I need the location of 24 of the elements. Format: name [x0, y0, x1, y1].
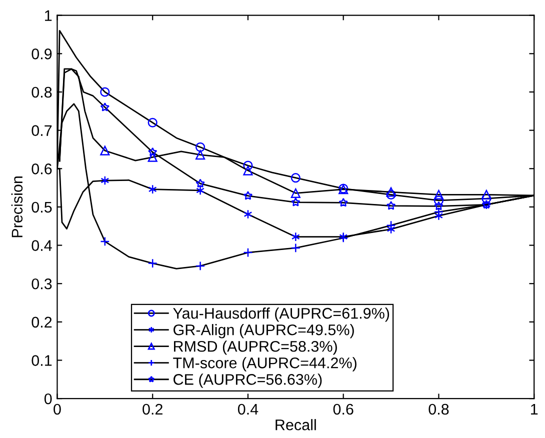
legend-label: Yau-Hausdorff (AUPRC=61.9%) [173, 308, 390, 322]
y-tick-label: 0.9 [32, 48, 52, 60]
x-tick-label: 0 [54, 404, 61, 415]
y-tick-label: 0.5 [32, 202, 52, 213]
y-axis-title: Precision [11, 176, 23, 238]
x-tick-label: 0.8 [428, 404, 449, 415]
x-tick-label: 0.4 [238, 404, 258, 415]
y-tick-label: 0.6 [32, 164, 52, 174]
y-tick-label: 0 [44, 393, 52, 404]
legend-label: TM-score (AUPRC=44.2%) [173, 357, 356, 372]
legend-label: CE (AUPRC=56.63%) [174, 374, 322, 388]
y-tick-label: 0.7 [32, 125, 52, 136]
legend-label: GR-Align (AUPRC=49.5%) [174, 324, 354, 338]
y-tick-label: 0.4 [32, 240, 52, 251]
x-tick-label: 1 [531, 404, 538, 415]
x-axis-title: Recall [276, 419, 316, 430]
y-tick-label: 0.2 [32, 316, 52, 328]
y-tick-label: 0.3 [32, 278, 52, 290]
y-tick-label: 1 [45, 10, 52, 21]
legend-label: RMSD (AUPRC=58.3%) [174, 340, 337, 355]
y-tick-label: 0.1 [32, 355, 52, 366]
x-tick-label: 0.6 [333, 404, 354, 415]
y-tick-label: 0.8 [32, 86, 52, 98]
x-tick-label: 0.2 [142, 404, 162, 415]
